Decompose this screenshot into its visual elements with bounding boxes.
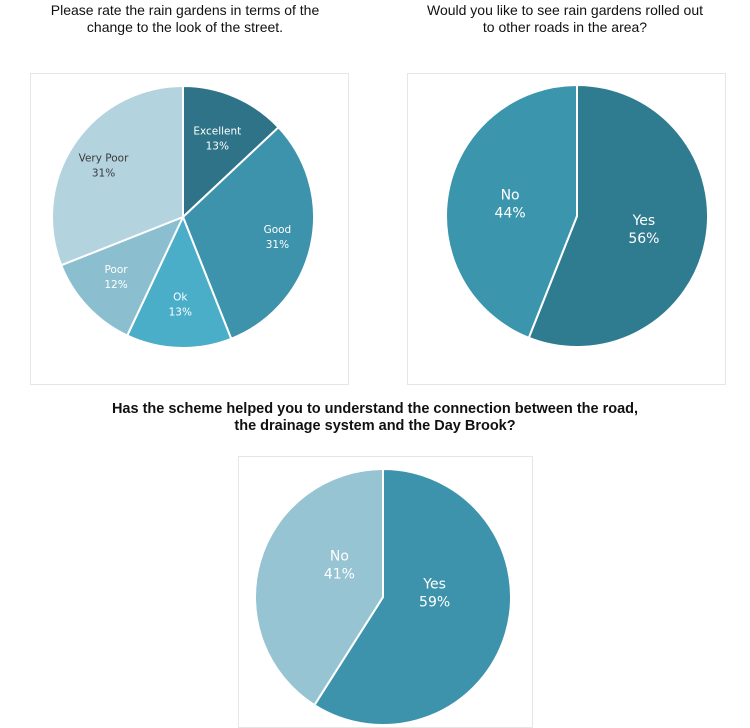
- pie-value-label: 13%: [169, 306, 192, 318]
- pie-slice-poor: [59, 215, 185, 337]
- pie-slice-very-poor: [51, 84, 184, 267]
- pie-category-label: Yes: [632, 213, 656, 229]
- pie-category-label: Yes: [422, 576, 446, 592]
- pie-slice-ok: [125, 214, 233, 349]
- pie-slice-good: [181, 125, 315, 341]
- pie-category-label: No: [501, 188, 520, 204]
- pie-category-label: Poor: [104, 264, 128, 276]
- pie-category-label: No: [330, 548, 349, 564]
- pie-slice-no: [445, 83, 578, 340]
- pie-value-label: 59%: [419, 594, 450, 610]
- chart-title-line: Would you like to see rain gardens rolle…: [426, 2, 703, 18]
- chart-title-rollout: Would you like to see rain gardens rolle…: [380, 2, 750, 36]
- pie-slice-yes: [313, 467, 512, 726]
- chart-title-understanding: Has the scheme helped you to understand …: [0, 401, 750, 435]
- pie-value-label: 41%: [324, 566, 355, 582]
- pie-value-label: 44%: [495, 206, 526, 222]
- pie-value-label: 13%: [206, 141, 229, 153]
- pie-category-label: Very Poor: [79, 152, 130, 164]
- chart-title-look-of-street: Please rate the rain gardens in terms of…: [0, 2, 370, 36]
- chart-title-line: to other roads in the area?: [482, 19, 648, 35]
- pie-value-label: 31%: [266, 239, 289, 251]
- pie-category-label: Ok: [173, 291, 188, 303]
- pie-slice-no: [254, 467, 384, 707]
- pie-value-label: 31%: [92, 167, 115, 179]
- pie-value-label: 12%: [104, 279, 127, 291]
- pie-category-label: Excellent: [193, 126, 241, 138]
- chart-title-line: Has the scheme helped you to understand …: [111, 401, 639, 417]
- pie-slice-excellent: [182, 84, 280, 220]
- pie-category-label: Good: [264, 224, 292, 236]
- pie-value-label: 56%: [628, 231, 659, 247]
- chart-title-line: the drainage system and the Day Brook?: [234, 418, 516, 434]
- chart-title-line: change to the look of the street.: [86, 19, 284, 35]
- chart-title-line: Please rate the rain gardens in terms of…: [50, 2, 320, 18]
- pie-slice-yes: [527, 83, 710, 348]
